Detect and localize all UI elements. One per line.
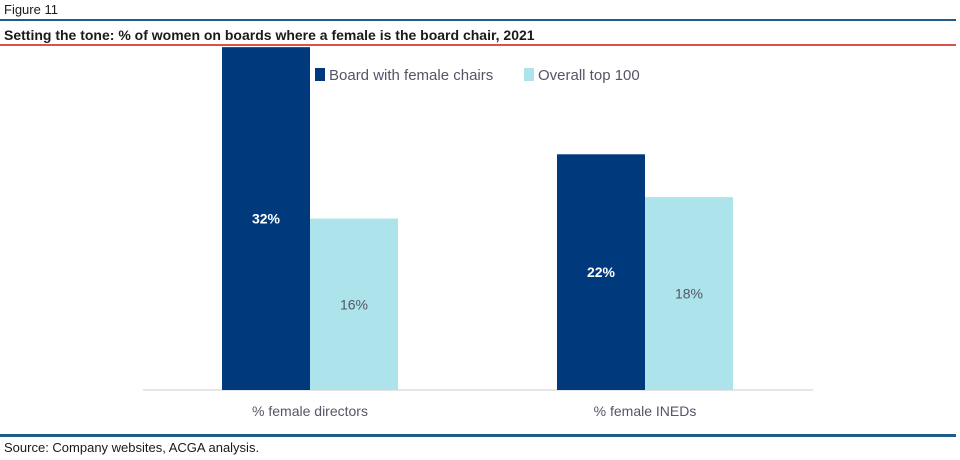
data-label-overall-top-100-female-ineds: 18% — [675, 286, 703, 302]
legend-swatch-overall-top-100 — [524, 68, 534, 81]
bar-board-with-female-chairs-female-ineds — [557, 154, 645, 390]
figure-label: Figure 11 — [4, 2, 58, 17]
bar-board-with-female-chairs-female-directors — [222, 47, 310, 391]
legend-swatch-board-with-female-chairs — [315, 68, 325, 81]
x-tick-label-female-directors: % female directors — [252, 403, 368, 419]
data-label-board-with-female-chairs-female-ineds: 22% — [587, 264, 616, 280]
x-tick-labels: % female directors % female INEDs — [252, 403, 696, 419]
source-note: Source: Company websites, ACGA analysis. — [4, 440, 260, 455]
legend: Board with female chairs Overall top 100 — [315, 67, 640, 84]
legend-label-overall-top-100: Overall top 100 — [538, 67, 640, 84]
bar-chart: Board with female chairs Overall top 100… — [143, 47, 813, 419]
bar-overall-top-100-female-ineds — [645, 197, 733, 390]
bars-group: 32% 16% 22% 18% — [222, 47, 733, 391]
title-underline — [0, 44, 956, 46]
x-tick-label-female-ineds: % female INEDs — [594, 403, 697, 419]
top-rule — [0, 19, 956, 21]
legend-label-board-with-female-chairs: Board with female chairs — [329, 67, 493, 84]
chart-title: Setting the tone: % of women on boards w… — [4, 27, 535, 43]
bar-overall-top-100-female-directors — [310, 218, 398, 390]
data-label-board-with-female-chairs-female-directors: 32% — [252, 211, 281, 227]
data-label-overall-top-100-female-directors: 16% — [340, 296, 368, 312]
bottom-rule — [0, 434, 956, 437]
